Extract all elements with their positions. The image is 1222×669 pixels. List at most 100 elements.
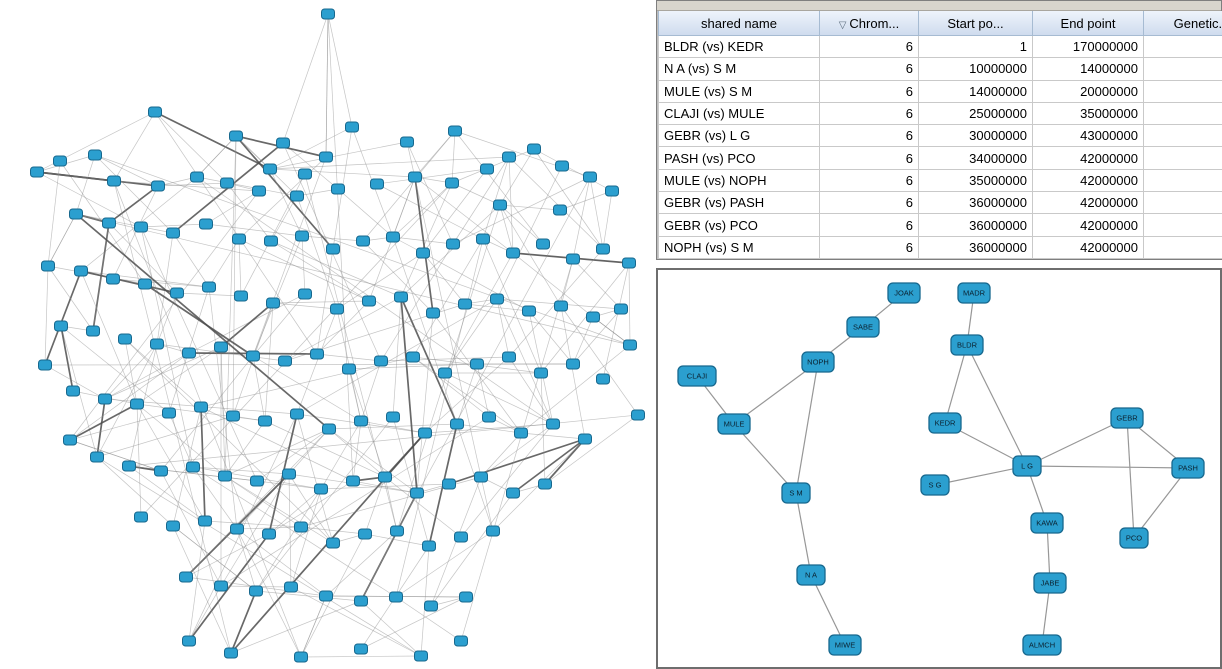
network-node-gebr[interactable]: GEBR — [1110, 407, 1144, 429]
network-node[interactable] — [422, 540, 436, 552]
network-node[interactable] — [322, 423, 336, 435]
network-node[interactable] — [295, 230, 309, 242]
cell-value[interactable]: 34000000 — [918, 146, 1033, 170]
network-node[interactable] — [66, 385, 80, 397]
network-node-pco[interactable]: PCO — [1119, 527, 1149, 549]
cell-value[interactable]: 9.9 — [1143, 235, 1222, 260]
network-node[interactable] — [266, 297, 280, 309]
network-node[interactable] — [394, 291, 408, 303]
cell-value[interactable]: 8.9 — [1143, 191, 1222, 215]
cell-value[interactable]: 6 — [819, 235, 919, 260]
network-node[interactable] — [53, 155, 67, 167]
network-node[interactable] — [98, 393, 112, 405]
cell-value[interactable]: 30000000 — [918, 124, 1033, 148]
cell-shared-name[interactable]: GEBR (vs) PCO — [658, 213, 820, 237]
network-node[interactable] — [623, 339, 637, 351]
network-node[interactable] — [154, 465, 168, 477]
network-node[interactable] — [182, 635, 196, 647]
node-shape[interactable] — [677, 365, 717, 387]
network-node[interactable] — [480, 163, 494, 175]
network-node[interactable] — [130, 398, 144, 410]
network-node-almch[interactable]: ALMCH — [1022, 634, 1062, 656]
network-node[interactable] — [102, 217, 116, 229]
network-node[interactable] — [150, 338, 164, 350]
network-node[interactable] — [234, 290, 248, 302]
cell-value[interactable]: 11.4 — [1143, 146, 1222, 170]
network-node[interactable] — [166, 227, 180, 239]
network-node[interactable] — [454, 531, 468, 543]
network-node[interactable] — [246, 350, 260, 362]
network-node[interactable] — [424, 600, 438, 612]
cell-value[interactable]: 10000000 — [918, 57, 1033, 81]
cell-value[interactable]: 192.0 — [1143, 34, 1222, 59]
network-node[interactable] — [482, 411, 496, 423]
network-node[interactable] — [536, 238, 550, 250]
cell-value[interactable]: 14000000 — [918, 79, 1033, 103]
table-row[interactable]: MULE (vs) S M614000000200000007.5 — [658, 79, 1222, 103]
column-header-shared-name[interactable]: shared name — [658, 11, 820, 36]
network-node[interactable] — [186, 461, 200, 473]
node-shape[interactable] — [1171, 457, 1205, 479]
network-node[interactable] — [179, 571, 193, 583]
filter-icon[interactable]: ▽ — [838, 19, 847, 31]
network-node[interactable] — [232, 233, 246, 245]
network-node[interactable] — [370, 178, 384, 190]
cell-value[interactable]: 16.9 — [1143, 124, 1222, 148]
cell-value[interactable]: 6 — [819, 101, 919, 126]
node-shape[interactable] — [781, 482, 811, 504]
network-node[interactable] — [342, 363, 356, 375]
node-shape[interactable] — [828, 634, 862, 656]
network-node[interactable] — [220, 177, 234, 189]
node-shape[interactable] — [887, 282, 921, 304]
network-node[interactable] — [605, 185, 619, 197]
cell-value[interactable]: 42000000 — [1032, 191, 1144, 215]
network-node[interactable] — [583, 171, 597, 183]
node-shape[interactable] — [1012, 455, 1042, 477]
network-node[interactable] — [218, 470, 232, 482]
network-node[interactable] — [490, 293, 504, 305]
cell-value[interactable]: 25000000 — [918, 101, 1033, 126]
network-node-n-a[interactable]: N A — [796, 564, 826, 586]
network-node[interactable] — [90, 451, 104, 463]
network-node[interactable] — [555, 160, 569, 172]
cell-shared-name[interactable]: MULE (vs) S M — [658, 79, 820, 103]
network-node[interactable] — [408, 171, 422, 183]
network-node[interactable] — [486, 525, 500, 537]
network-node[interactable] — [276, 137, 290, 149]
network-node[interactable] — [596, 243, 610, 255]
network-node[interactable] — [356, 235, 370, 247]
table-row[interactable]: CLAJI (vs) MULE625000000350000005.9 — [658, 101, 1222, 126]
table-row[interactable]: MULE (vs) NOPH6350000004200000010.5 — [658, 168, 1222, 193]
network-node[interactable] — [458, 298, 472, 310]
network-node[interactable] — [262, 528, 276, 540]
cell-value[interactable]: 6.6 — [1143, 57, 1222, 81]
cell-value[interactable]: 5.9 — [1143, 101, 1222, 126]
node-shape[interactable] — [846, 316, 880, 338]
cell-shared-name[interactable]: N A (vs) S M — [658, 57, 820, 81]
network-node[interactable] — [362, 295, 376, 307]
network-node[interactable] — [30, 166, 44, 178]
network-node-mule[interactable]: MULE — [717, 413, 751, 435]
network-node[interactable] — [298, 168, 312, 180]
cell-value[interactable]: 42000000 — [1032, 168, 1144, 193]
table-row[interactable]: NOPH (vs) S M636000000420000009.9 — [658, 235, 1222, 260]
network-node[interactable] — [445, 177, 459, 189]
cell-shared-name[interactable]: BLDR (vs) KEDR — [658, 34, 820, 59]
cell-shared-name[interactable]: MULE (vs) NOPH — [658, 168, 820, 193]
network-node[interactable] — [345, 121, 359, 133]
network-node[interactable] — [416, 247, 430, 259]
cell-value[interactable]: 36000000 — [918, 213, 1033, 237]
column-header-end-point[interactable]: End point — [1032, 11, 1144, 36]
network-node[interactable] — [622, 257, 636, 269]
network-node[interactable] — [224, 647, 238, 659]
cell-value[interactable]: 20000000 — [1032, 79, 1144, 103]
network-node[interactable] — [63, 434, 77, 446]
network-node[interactable] — [138, 278, 152, 290]
network-node-s-g[interactable]: S G — [920, 474, 950, 496]
network-node[interactable] — [319, 590, 333, 602]
network-node[interactable] — [470, 358, 484, 370]
network-node[interactable] — [514, 427, 528, 439]
network-node[interactable] — [438, 367, 452, 379]
cell-value[interactable]: 36000000 — [918, 191, 1033, 215]
network-node[interactable] — [170, 287, 184, 299]
